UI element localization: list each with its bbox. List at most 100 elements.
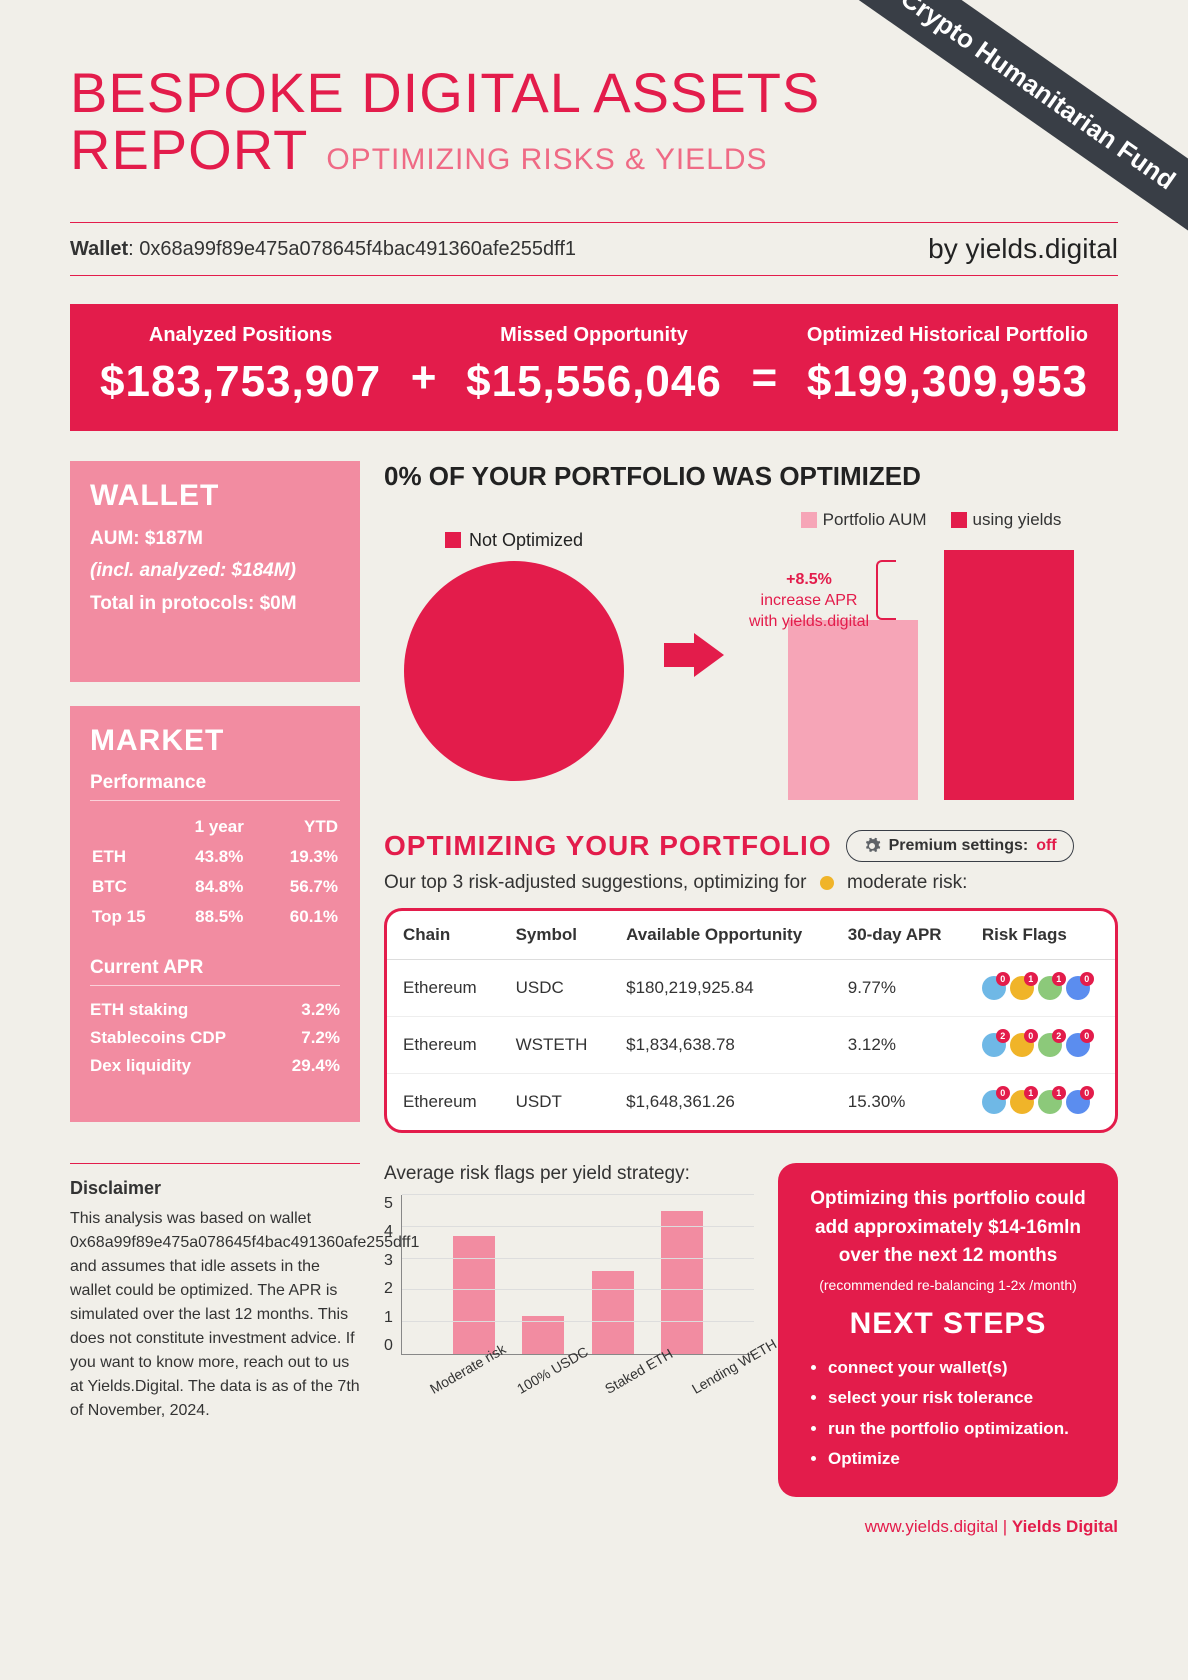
aum-label: AUM:: [90, 528, 140, 549]
cell-chain: Ethereum: [387, 960, 500, 1017]
disclaimer-body: This analysis was based on wallet 0x68a9…: [70, 1207, 360, 1423]
cell-apr: 3.12%: [832, 1017, 966, 1074]
pie-legend-label: Not Optimized: [469, 530, 583, 551]
risk-flag-icon: 1: [1038, 1090, 1062, 1114]
table-row: Ethereum USDC $180,219,925.84 9.77% 0110: [387, 960, 1115, 1017]
list-item: select your risk tolerance: [828, 1383, 1092, 1414]
risk-flag-badge: 0: [996, 972, 1010, 986]
legend-aum-label: Portfolio AUM: [823, 510, 927, 530]
risk-chart-yaxis: 543210: [384, 1195, 401, 1355]
ytick-label: 0: [384, 1337, 393, 1355]
disclaimer-block: Disclaimer This analysis was based on wa…: [70, 1163, 360, 1497]
wallet-panel: WALLET AUM: $187M (incl. analyzed: $184M…: [70, 461, 360, 682]
kpi-optimized-value: $199,309,953: [807, 357, 1088, 407]
risk-flag-badge: 0: [1080, 1086, 1094, 1100]
kpi-analyzed-value: $183,753,907: [100, 357, 381, 407]
premium-settings-pill[interactable]: Premium settings: off: [846, 830, 1074, 862]
bar-using-yields: [944, 550, 1074, 800]
cell-opportunity: $1,834,638.78: [610, 1017, 832, 1074]
cell-symbol: USDT: [500, 1074, 611, 1131]
increase-callout: +8.5% increase APR with yields.digital: [734, 570, 884, 632]
legend-swatch-aum: [801, 512, 817, 528]
apr-row-value: 3.2%: [301, 1000, 340, 1020]
performance-table: 1 yearYTD ETH43.8%19.3%BTC84.8%56.7%Top …: [90, 811, 340, 933]
premium-label: Premium settings:: [889, 837, 1029, 855]
sugg-col-header: Chain: [387, 911, 500, 960]
legend-yields-label: using yields: [973, 510, 1062, 530]
footer-brand: Yields Digital: [1012, 1517, 1118, 1536]
risk-flag-badge: 1: [1024, 972, 1038, 986]
kpi-equals: =: [751, 353, 777, 407]
perf-row-1year: 43.8%: [180, 843, 259, 871]
footer-sep: |: [998, 1517, 1012, 1536]
risk-chart-plot: [401, 1195, 754, 1355]
risk-flag-icon: 0: [982, 1090, 1006, 1114]
kpi-plus: +: [411, 353, 437, 407]
risk-flag-icon: 1: [1010, 1090, 1034, 1114]
bar-portfolio-aum: [788, 620, 918, 800]
next-steps-card: Optimizing this portfolio could add appr…: [778, 1163, 1118, 1497]
wallet-address: 0x68a99f89e475a078645f4bac491360afe255df…: [139, 238, 576, 260]
meta-row: Wallet: 0x68a99f89e475a078645f4bac491360…: [70, 222, 1118, 276]
risk-flag-badge: 2: [1052, 1029, 1066, 1043]
cell-risk-flags: 0110: [966, 1074, 1115, 1131]
perf-row-ytd: 56.7%: [261, 873, 338, 901]
cell-apr: 9.77%: [832, 960, 966, 1017]
risk-bar-label: Moderate risk: [427, 1362, 471, 1397]
risk-flag-icon: 1: [1038, 976, 1062, 1000]
sugg-col-header: Symbol: [500, 911, 611, 960]
risk-flag-badge: 0: [996, 1086, 1010, 1100]
kpi-analyzed-label: Analyzed Positions: [100, 324, 381, 347]
risk-flag-badge: 1: [1052, 972, 1066, 986]
ytick-label: 3: [384, 1252, 393, 1270]
gear-icon: [863, 837, 881, 855]
optimize-subtext-pre: Our top 3 risk-adjusted suggestions, opt…: [384, 872, 806, 894]
risk-bar: [592, 1271, 634, 1354]
page-title-line2: REPORT: [70, 117, 308, 182]
kpi-banner: Analyzed Positions $183,753,907 + Missed…: [70, 304, 1118, 431]
pie-chart: Not Optimized: [384, 530, 644, 781]
cell-symbol: USDC: [500, 960, 611, 1017]
cell-risk-flags: 0110: [966, 960, 1115, 1017]
pie-swatch: [445, 532, 461, 548]
byline: by yields.digital: [928, 233, 1118, 265]
perf-col-1year: 1 year: [180, 813, 259, 841]
ytick-label: 2: [384, 1280, 393, 1298]
kpi-analyzed: Analyzed Positions $183,753,907: [100, 324, 381, 407]
risk-flag-badge: 0: [1024, 1029, 1038, 1043]
protocols-label: Total in protocols:: [90, 593, 254, 614]
apr-row-value: 7.2%: [301, 1028, 340, 1048]
apr-row-name: ETH staking: [90, 1000, 188, 1020]
apr-row-name: Dex liquidity: [90, 1056, 191, 1076]
sugg-col-header: Available Opportunity: [610, 911, 832, 960]
kpi-missed: Missed Opportunity $15,556,046: [466, 324, 722, 407]
risk-flag-icon: 2: [982, 1033, 1006, 1057]
footer: www.yields.digital | Yields Digital: [70, 1517, 1118, 1537]
market-panel-heading: MARKET: [90, 724, 340, 758]
apr-subhead: Current APR: [90, 957, 340, 986]
perf-row-ytd: 60.1%: [261, 903, 338, 931]
footer-url[interactable]: www.yields.digital: [865, 1517, 998, 1536]
optimize-subtext: Our top 3 risk-adjusted suggestions, opt…: [384, 872, 1118, 894]
risk-flag-icon: 0: [1066, 976, 1090, 1000]
premium-state: off: [1036, 837, 1056, 855]
apr-row-value: 29.4%: [292, 1056, 340, 1076]
risk-level-label: moderate risk:: [847, 872, 967, 894]
cell-symbol: WSTETH: [500, 1017, 611, 1074]
risk-flags-chart: Average risk flags per yield strategy: 5…: [384, 1163, 754, 1497]
risk-flag-badge: 0: [1080, 972, 1094, 986]
callout-line2: increase APR: [761, 592, 858, 609]
list-item: Optimize: [828, 1444, 1092, 1475]
charts-row: Not Optimized Portfolio AUM using yields…: [384, 510, 1118, 800]
bracket-icon: [876, 560, 896, 620]
wallet-address-line: Wallet: 0x68a99f89e475a078645f4bac491360…: [70, 238, 576, 261]
aum-included: (incl. analyzed: $184M): [90, 555, 340, 587]
risk-flag-badge: 0: [1080, 1029, 1094, 1043]
risk-flag-icon: 0: [1066, 1090, 1090, 1114]
risk-flag-badge: 2: [996, 1029, 1010, 1043]
risk-flag-icon: 0: [1010, 1033, 1034, 1057]
risk-flag-badge: 1: [1024, 1086, 1038, 1100]
wallet-label: Wallet: [70, 238, 128, 260]
market-panel: MARKET Performance 1 yearYTD ETH43.8%19.…: [70, 706, 360, 1122]
list-item: run the portfolio optimization.: [828, 1414, 1092, 1445]
